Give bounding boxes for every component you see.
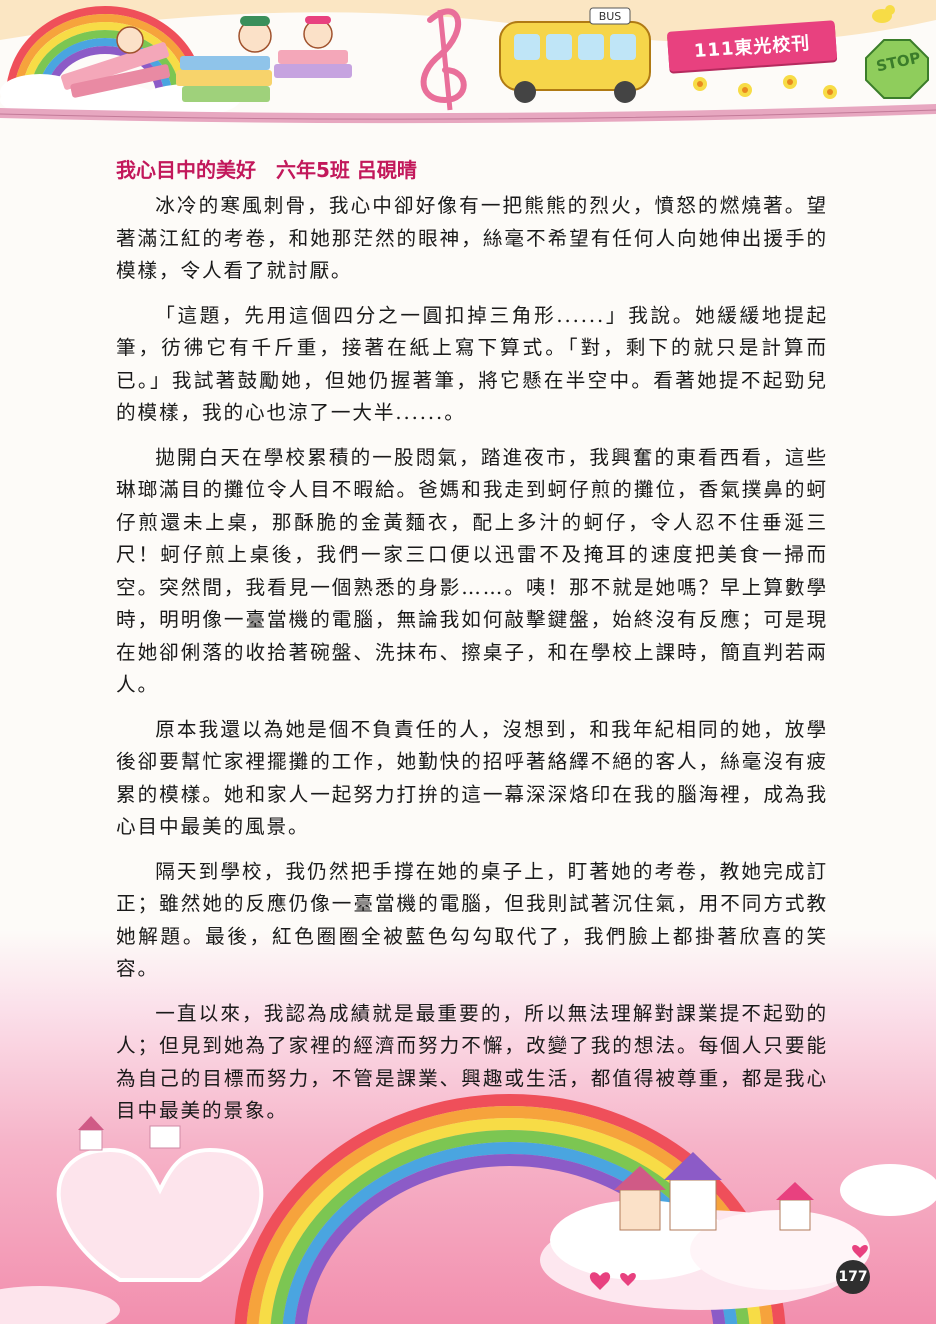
paragraph-6: 一直以來，我認為成績就是最重要的，所以無法理解對課業提不起勁的人；但見到她為了家… xyxy=(116,1001,828,1123)
header-illustration: BUS xyxy=(0,0,936,130)
stop-sign: STOP xyxy=(866,36,930,88)
school-bus-icon: BUS xyxy=(499,7,651,103)
page-number: 177 xyxy=(836,1260,870,1294)
stop-sign-label: STOP xyxy=(874,48,922,76)
paragraph-4: 原本我還以為她是個不負責任的人，沒想到，和我年紀相同的她，放學後卻要幫忙家裡擺攤… xyxy=(116,717,828,839)
banner-label: 111東光校刊 xyxy=(693,32,811,63)
paragraph-5: 隔天到學校，我仍然把手撐在她的桌子上，盯著她的考卷，教她完成訂正；雖然她的反應仍… xyxy=(116,859,828,981)
house-cloud-icon xyxy=(540,1152,870,1310)
bus-sign-label: BUS xyxy=(599,10,622,23)
child-figure-icon xyxy=(116,16,333,54)
heart-cloud-icon xyxy=(56,1116,264,1282)
stop-sign-icon xyxy=(865,39,929,99)
paragraph-2: 「這題，先用這個四分之一圓扣掉三角形......」我說。她緩緩地提起筆，彷彿它有… xyxy=(116,303,828,425)
heart-icons xyxy=(589,1245,868,1290)
flower-icons xyxy=(693,75,837,99)
paragraph-1: 冰冷的寒風刺骨，我心中卻好像有一把熊熊的烈火，憤怒的燃燒著。望著滿江紅的考卷，和… xyxy=(116,194,828,282)
paragraph-3: 拋開白天在學校累積的一股悶氣，踏進夜市，我興奮的東看西看，這些琳瑯滿目的攤位令人… xyxy=(116,445,828,697)
book-stack-icon xyxy=(60,42,352,102)
article-title: 我心目中的美好 六年5班 呂硯晴 xyxy=(116,158,417,182)
music-note-icon xyxy=(420,8,467,111)
duck-icon xyxy=(872,5,895,23)
bottom-illustration xyxy=(0,1094,936,1324)
article-body: 冰冷的寒風刺骨，我心中卻好像有一把熊熊的烈火，憤怒的燃燒著。望著滿江紅的考卷，和… xyxy=(116,190,828,1140)
